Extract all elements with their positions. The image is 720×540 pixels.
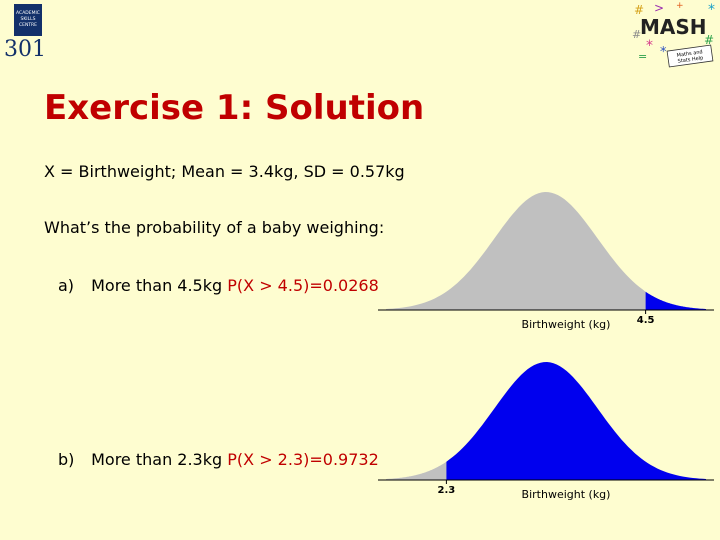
logo-number: 301 [4, 37, 46, 62]
item-b: b) More than 2.3kg P(X > 2.3)=0.9732 [58, 450, 379, 469]
threshold-tick-label: 4.5 [637, 315, 655, 326]
svg-text:*: * [708, 2, 715, 18]
item-a-text: More than 4.5kg [91, 276, 223, 295]
curve-shaded-area [446, 362, 706, 480]
logo-box-line-1: ACADEMIC [16, 10, 40, 16]
curve-shaded-area [645, 291, 706, 310]
svg-text:>: > [654, 1, 664, 15]
item-a-label: a) [58, 276, 75, 295]
variable-definition: X = Birthweight; Mean = 3.4kg, SD = 0.57… [44, 162, 405, 181]
svg-text:#: # [704, 33, 714, 47]
question-text: What’s the probability of a baby weighin… [44, 218, 385, 237]
item-b-text: More than 2.3kg [91, 450, 223, 469]
mash-tagline-1: Maths and [676, 49, 703, 59]
item-b-answer: P(X > 2.3)=0.9732 [227, 450, 379, 469]
logo-box-line-3: CENTRE [19, 22, 37, 28]
svg-text:+: + [676, 1, 684, 11]
x-axis-label: Birthweight (kg) [522, 488, 611, 501]
item-a: a) More than 4.5kg P(X > 4.5)=0.0268 [58, 276, 379, 295]
normal-curve-chart-a: 4.5 Birthweight (kg) [378, 186, 714, 338]
mash-logo: # # > * * * = # + MASH Maths and Stats H… [628, 0, 720, 72]
item-a-answer: P(X > 4.5)=0.0268 [227, 276, 379, 295]
academic-skills-logo: ACADEMIC SKILLS CENTRE 301 [0, 0, 64, 64]
threshold-tick-label: 2.3 [438, 485, 456, 496]
svg-text:#: # [632, 28, 641, 41]
x-axis-label: Birthweight (kg) [522, 318, 611, 331]
svg-text:*: * [646, 38, 653, 54]
normal-curve-chart-b: 2.3 Birthweight (kg) [378, 356, 714, 508]
curve-unshaded-area [386, 461, 447, 480]
logo-box-line-2: SKILLS [20, 16, 35, 22]
mash-tagline-2: Stats Help [677, 55, 703, 65]
curve-unshaded-area [386, 192, 646, 310]
item-b-label: b) [58, 450, 75, 469]
svg-text:*: * [660, 45, 667, 60]
mash-word: MASH [640, 15, 707, 39]
svg-text:#: # [634, 3, 644, 17]
svg-text:=: = [638, 50, 647, 63]
slide-title: Exercise 1: Solution [44, 88, 425, 128]
